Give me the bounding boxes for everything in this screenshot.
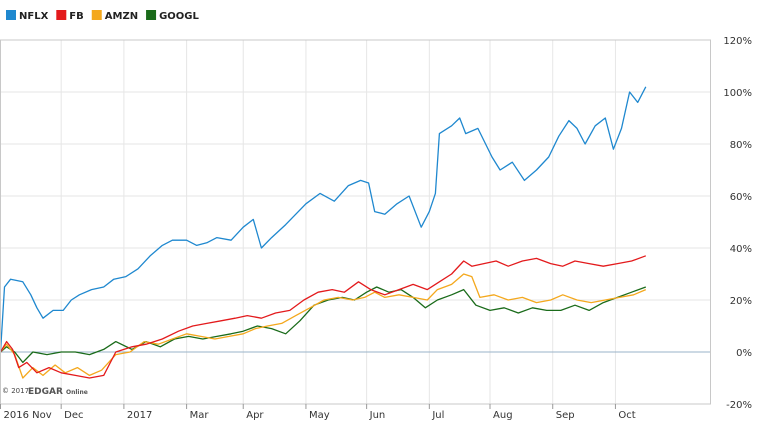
y-tick-label: -20% <box>726 400 752 411</box>
series-line-amzn <box>0 273 647 379</box>
vertical-gridlines <box>60 40 616 404</box>
x-tick-label: 2016 Nov <box>4 410 52 421</box>
copyright-text: © 2017 <box>2 387 29 395</box>
legend-label-fb: FB <box>69 11 83 22</box>
legend-swatch-fb <box>56 10 67 20</box>
y-axis-tick-labels: -20% 0% 20% 40% 60% 80% 100% 120% <box>723 36 752 411</box>
legend-swatch-nflx <box>6 10 16 20</box>
series-line-fb <box>0 255 647 379</box>
y-tick-label: 40% <box>730 244 752 255</box>
brand-logo-text: EDGAR <box>28 387 63 397</box>
legend-label-nflx: NFLX <box>19 11 49 22</box>
brand-logo-subtext: Online <box>66 389 88 396</box>
y-tick-label: 80% <box>730 140 752 151</box>
x-tick-label: May <box>309 410 330 421</box>
x-tick-label: Sep <box>556 410 575 421</box>
x-tick-label: Dec <box>64 410 83 421</box>
legend-swatch-amzn <box>91 10 102 20</box>
series-line-nflx <box>0 86 647 353</box>
y-tick-label: 0% <box>736 348 752 359</box>
source-credit: © 2017 EDGAR Online <box>2 387 88 397</box>
series-line-googl <box>0 286 647 364</box>
legend-swatch-googl <box>146 10 157 20</box>
y-tick-label: 120% <box>723 36 752 47</box>
x-tick-label: Mar <box>190 410 210 421</box>
y-tick-label: 100% <box>723 88 752 99</box>
plot-border <box>0 39 711 405</box>
legend-label-googl: GOOGL <box>159 11 199 22</box>
x-tick-label: 2017 <box>127 410 152 421</box>
horizontal-gridlines <box>0 91 711 353</box>
x-tick-label: Apr <box>246 410 264 421</box>
series-lines <box>0 86 647 379</box>
y-tick-label: 20% <box>730 296 752 307</box>
x-tick-label: Oct <box>618 410 635 421</box>
y-tick-label: 60% <box>730 192 752 203</box>
legend-label-amzn: AMZN <box>105 11 138 22</box>
x-tick-label: Jul <box>431 410 444 421</box>
legend: NFLX FB AMZN GOOGL <box>6 10 199 22</box>
x-axis-tick-labels: 2016 Nov Dec 2017 Mar Apr May Jun Jul Aug Sep Oct <box>0 404 636 421</box>
x-tick-label: Aug <box>493 410 513 421</box>
x-tick-label: Jun <box>369 410 386 421</box>
